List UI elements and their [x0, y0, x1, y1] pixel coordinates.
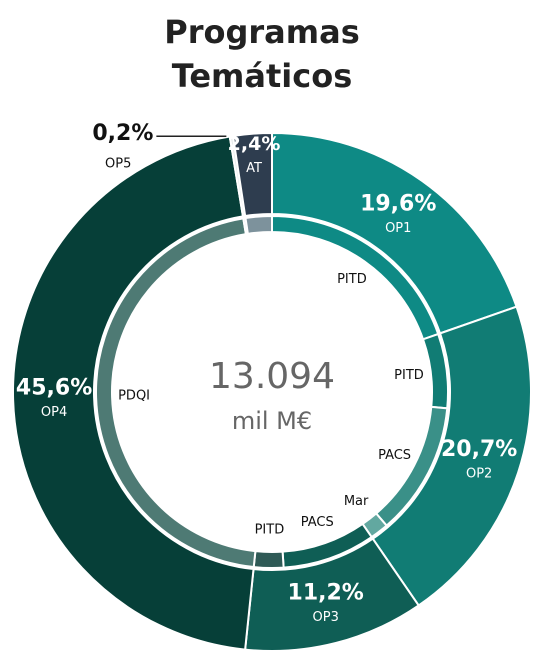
value-label: 11,2% [288, 580, 364, 605]
inner-label: PITD [394, 368, 424, 383]
slice [12, 135, 255, 651]
center-value: 13.094 [209, 356, 335, 397]
category-label: OP5 [105, 157, 131, 172]
category-label: OP3 [313, 610, 339, 625]
slice [244, 214, 273, 235]
inner-label: PITD [337, 272, 367, 287]
chart-title: Temáticos [172, 57, 352, 95]
category-label: OP4 [41, 405, 67, 420]
slice [371, 305, 532, 607]
center-unit: mil M€ [232, 407, 312, 435]
inner-label: PACS [378, 448, 411, 463]
slice [231, 131, 273, 218]
category-label: OP1 [385, 221, 411, 236]
inner-label: Mar [344, 494, 369, 509]
value-label: 0,2% [92, 121, 153, 146]
value-label: 20,7% [441, 437, 517, 462]
value-label: 19,6% [360, 191, 436, 216]
category-label: AT [246, 161, 262, 176]
value-label: 45,6% [16, 376, 92, 401]
inner-label: PDQI [118, 389, 150, 404]
chart-title: Programas [164, 13, 359, 51]
value-label: 2,4% [228, 133, 281, 155]
category-label: OP2 [466, 466, 492, 481]
inner-label: PITD [255, 522, 285, 537]
slice [252, 550, 285, 569]
inner-label: PACS [301, 515, 334, 530]
